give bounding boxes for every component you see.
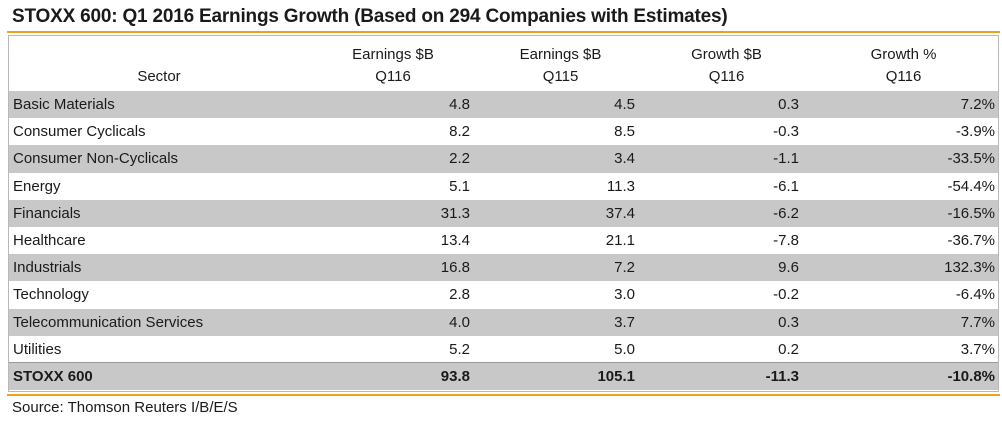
- sector-cell: Telecommunication Services: [13, 313, 204, 331]
- earnings-q115-cell: 8.5: [614, 123, 635, 141]
- header-line2: Q116: [885, 68, 922, 85]
- growth-b-cell: 0.2: [778, 340, 799, 358]
- earnings-q115-cell: 11.3: [606, 177, 635, 195]
- header-line2: Sector: [137, 68, 181, 85]
- table-frame: [8, 35, 999, 392]
- column-header-growth-b: Growth $B Q116: [644, 36, 809, 91]
- header-line1: Earnings $B: [519, 46, 602, 63]
- earnings-q116-cell: 8.2: [449, 123, 470, 141]
- table-row: Consumer Non-Cyclicals 2.2 3.4 -1.1 -33.…: [9, 145, 998, 173]
- earnings-q116-cell: 13.4: [440, 232, 470, 250]
- earnings-q115-cell: 3.7: [614, 313, 635, 331]
- growth-pct-cell: 7.7%: [960, 313, 995, 331]
- total-growth-b-cell: -11.3: [644, 362, 809, 391]
- table-row: Energy 5.1 11.3 -6.1 -54.4%: [9, 173, 998, 200]
- total-earnings-q116-cell: 93.8: [309, 362, 477, 391]
- earnings-q116-cell: 2.8: [449, 286, 470, 304]
- growth-pct-cell: 3.7%: [960, 340, 995, 358]
- growth-b-cell: -0.3: [773, 123, 799, 141]
- table-row: Technology 2.8 3.0 -0.2 -6.4%: [9, 281, 998, 308]
- page-title: STOXX 600: Q1 2016 Earnings Growth (Base…: [12, 6, 728, 27]
- earnings-table: Sector Earnings $B Q116 Earnings $B Q115…: [9, 36, 998, 391]
- sector-cell: Financials: [13, 204, 81, 222]
- source-note: Source: Thomson Reuters I/B/E/S: [12, 399, 238, 416]
- column-header-growth-pct: Growth % Q116: [809, 36, 998, 91]
- column-header-earnings-q115: Earnings $B Q115: [477, 36, 644, 91]
- growth-pct-cell: -54.4%: [947, 177, 995, 195]
- sector-cell: Consumer Cyclicals: [13, 123, 146, 141]
- total-row: STOXX 600 93.8 105.1 -11.3 -10.8%: [9, 362, 998, 391]
- earnings-q115-cell: 21.1: [605, 232, 635, 250]
- earnings-q116-cell: 4.0: [449, 313, 470, 331]
- growth-b-cell: -6.2: [773, 204, 799, 222]
- earnings-q115-cell: 3.4: [614, 150, 635, 168]
- growth-pct-cell: -3.9%: [955, 123, 995, 141]
- table-row: Healthcare 13.4 21.1 -7.8 -36.7%: [9, 227, 998, 254]
- earnings-q115-cell: 7.2: [614, 259, 635, 277]
- table-row: Consumer Cyclicals 8.2 8.5 -0.3 -3.9%: [9, 118, 998, 145]
- earnings-q116-cell: 5.1: [449, 177, 470, 195]
- growth-pct-cell: 132.3%: [944, 259, 995, 277]
- growth-pct-cell: 7.2%: [960, 96, 995, 114]
- earnings-q115-cell: 5.0: [614, 340, 635, 358]
- sector-cell: Utilities: [13, 340, 62, 358]
- growth-b-cell: -6.1: [773, 177, 799, 195]
- growth-pct-cell: -6.4%: [955, 286, 995, 304]
- header-line2: Q116: [708, 68, 745, 85]
- earnings-q116-cell: 16.8: [440, 259, 470, 277]
- sector-cell: Basic Materials: [13, 96, 115, 114]
- growth-b-cell: -0.2: [773, 286, 799, 304]
- growth-pct-cell: -16.5%: [947, 204, 995, 222]
- table-row: Telecommunication Services 4.0 3.7 0.3 7…: [9, 308, 998, 336]
- growth-b-cell: -7.8: [773, 232, 799, 250]
- growth-b-cell: 9.6: [778, 259, 799, 277]
- growth-b-cell: 0.3: [778, 96, 799, 114]
- column-header-earnings-q116: Earnings $B Q116: [309, 36, 477, 91]
- earnings-q116-cell: 31.3: [440, 204, 470, 222]
- growth-pct-cell: -33.5%: [947, 150, 995, 168]
- sector-cell: Technology: [13, 286, 89, 304]
- header-line2: Q115: [542, 68, 579, 85]
- header-line1: Growth $B: [691, 46, 762, 63]
- sector-cell: Consumer Non-Cyclicals: [13, 150, 179, 168]
- earnings-q116-cell: 5.2: [449, 340, 470, 358]
- table-row: Basic Materials 4.8 4.5 0.3 7.2%: [9, 91, 998, 119]
- sector-cell: Energy: [13, 177, 61, 195]
- earnings-q115-cell: 37.4: [605, 204, 635, 222]
- bottom-accent-rule: [7, 394, 1000, 396]
- header-line1: Earnings $B: [352, 46, 434, 63]
- growth-b-cell: 0.3: [778, 313, 799, 331]
- table-row: Utilities 5.2 5.0 0.2 3.7%: [9, 336, 998, 363]
- table-row: Industrials 16.8 7.2 9.6 132.3%: [9, 254, 998, 282]
- total-sector-cell: STOXX 600: [9, 362, 309, 391]
- earnings-q115-cell: 3.0: [614, 286, 635, 304]
- growth-pct-cell: -36.7%: [947, 232, 995, 250]
- top-accent-rule: [7, 31, 1000, 33]
- table-row: Financials 31.3 37.4 -6.2 -16.5%: [9, 199, 998, 227]
- sector-cell: Healthcare: [13, 232, 86, 250]
- total-earnings-q115-cell: 105.1: [477, 362, 644, 391]
- earnings-q116-cell: 2.2: [449, 150, 470, 168]
- header-row: Sector Earnings $B Q116 Earnings $B Q115…: [9, 36, 998, 91]
- header-line2: Q116: [375, 68, 411, 85]
- earnings-q115-cell: 4.5: [614, 96, 635, 114]
- earnings-q116-cell: 4.8: [449, 96, 470, 114]
- header-line1: Growth %: [870, 46, 937, 63]
- sector-cell: Industrials: [13, 259, 82, 277]
- column-header-sector: Sector: [9, 36, 309, 91]
- growth-b-cell: -1.1: [773, 150, 799, 168]
- total-growth-pct-cell: -10.8%: [809, 362, 998, 391]
